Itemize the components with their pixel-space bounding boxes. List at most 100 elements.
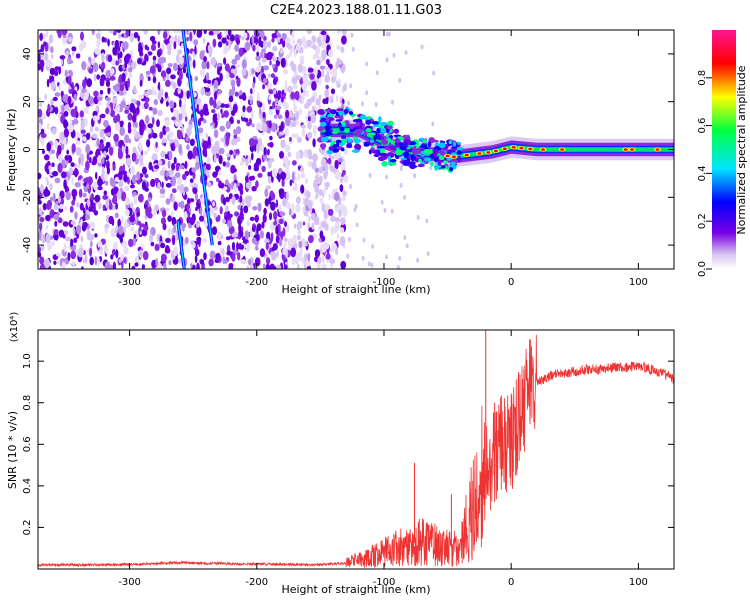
noise-speckle (150, 43, 157, 52)
noise-speckle (91, 30, 95, 36)
noise-speckle (219, 72, 223, 82)
noise-speckle (321, 263, 327, 269)
noise-speckle (254, 240, 259, 245)
noise-speckle (205, 72, 210, 81)
noise-speckle (276, 250, 279, 258)
noise-speckle (71, 143, 76, 154)
noise-speckle (301, 36, 307, 46)
noise-speckle (65, 191, 71, 201)
noise-speckle (320, 243, 324, 251)
noise-speckle (242, 105, 246, 113)
noise-speckle (307, 160, 313, 168)
noise-speckle (261, 102, 266, 112)
noise-speckle (296, 234, 301, 241)
noise-speckle (172, 236, 176, 246)
noise-speckle (228, 95, 234, 103)
noise-speckle (340, 217, 346, 225)
noise-speckle (51, 240, 55, 247)
turbulence-blob (430, 161, 434, 167)
noise-speckle (248, 165, 252, 170)
noise-speckle (292, 83, 298, 90)
noise-speckle (61, 261, 66, 269)
noise-speckle (238, 223, 242, 233)
colorbar-axes: 0.0 0.2 0.4 0.6 0.8 (697, 70, 712, 277)
noise-speckle (329, 162, 333, 170)
noise-speckle (96, 139, 101, 145)
noise-speckle (263, 40, 269, 49)
noise-speckle (89, 157, 92, 164)
noise-speckle (40, 133, 47, 139)
noise-speckle (206, 111, 209, 116)
noise-speckle (314, 249, 321, 258)
noise-speckle (298, 221, 303, 229)
noise-speckle (178, 144, 183, 154)
noise-speckle (249, 228, 253, 238)
noise-speckle (325, 84, 329, 90)
noise-speckle (89, 240, 93, 248)
noise-speckle (306, 39, 312, 47)
noise-speckle (132, 152, 137, 162)
noise-speckle (94, 194, 101, 203)
noise-speckle (250, 110, 254, 120)
noise-speckle (365, 61, 369, 67)
noise-speckle (123, 246, 129, 255)
noise-speckle (290, 247, 297, 258)
noise-speckle (160, 242, 166, 249)
x-tick-label: 100 (629, 577, 648, 588)
noise-speckle (302, 68, 306, 75)
noise-speckle (179, 56, 185, 65)
noise-speckle (97, 178, 103, 187)
noise-speckle (334, 206, 338, 212)
figure-title: C2E4.2023.188.01.11.G03 (270, 3, 442, 18)
noise-speckle (138, 45, 143, 54)
noise-speckle (138, 249, 144, 259)
snr-multiplier: (x10⁴) (9, 312, 20, 343)
noise-speckle (325, 182, 330, 188)
noise-speckle (289, 179, 293, 187)
noise-speckle (346, 253, 350, 259)
noise-speckle (157, 57, 163, 65)
noise-speckle (196, 236, 202, 243)
noise-speckle (212, 38, 217, 48)
carrier-peak (451, 155, 456, 158)
noise-speckle (246, 220, 250, 227)
noise-speckle (139, 230, 142, 235)
noise-speckle (165, 101, 169, 107)
noise-speckle (224, 259, 228, 264)
noise-speckle (96, 39, 100, 48)
noise-speckle (249, 264, 255, 269)
turbulence-blob (329, 138, 333, 141)
noise-speckle (383, 207, 387, 213)
noise-speckle (130, 226, 135, 232)
turbulence-blob (355, 122, 361, 126)
noise-speckle (305, 190, 311, 199)
turbulence-blob (365, 128, 372, 133)
noise-speckle (213, 91, 218, 101)
noise-speckle (302, 205, 306, 212)
carrier-peak (493, 149, 498, 153)
noise-speckle (96, 74, 101, 80)
noise-speckle (323, 35, 327, 42)
noise-speckle (174, 232, 178, 242)
noise-speckle (124, 60, 128, 69)
noise-speckle (218, 147, 225, 155)
noise-speckle (59, 55, 66, 60)
noise-speckle (267, 159, 272, 169)
noise-speckle (166, 73, 170, 81)
noise-speckle (241, 68, 247, 76)
noise-speckle (115, 225, 118, 235)
noise-speckle (95, 105, 99, 112)
noise-speckle (71, 188, 78, 198)
noise-speckle (305, 261, 311, 267)
noise-speckle (292, 160, 297, 166)
noise-speckle (297, 263, 300, 269)
noise-speckle (82, 79, 87, 89)
noise-speckle (336, 83, 341, 88)
turbulence-blob (346, 143, 353, 149)
noise-speckle (223, 57, 227, 65)
noise-speckle (145, 70, 151, 76)
noise-speckle (148, 106, 153, 111)
noise-speckle (157, 30, 161, 36)
noise-speckle (270, 232, 274, 242)
noise-speckle (182, 67, 187, 74)
